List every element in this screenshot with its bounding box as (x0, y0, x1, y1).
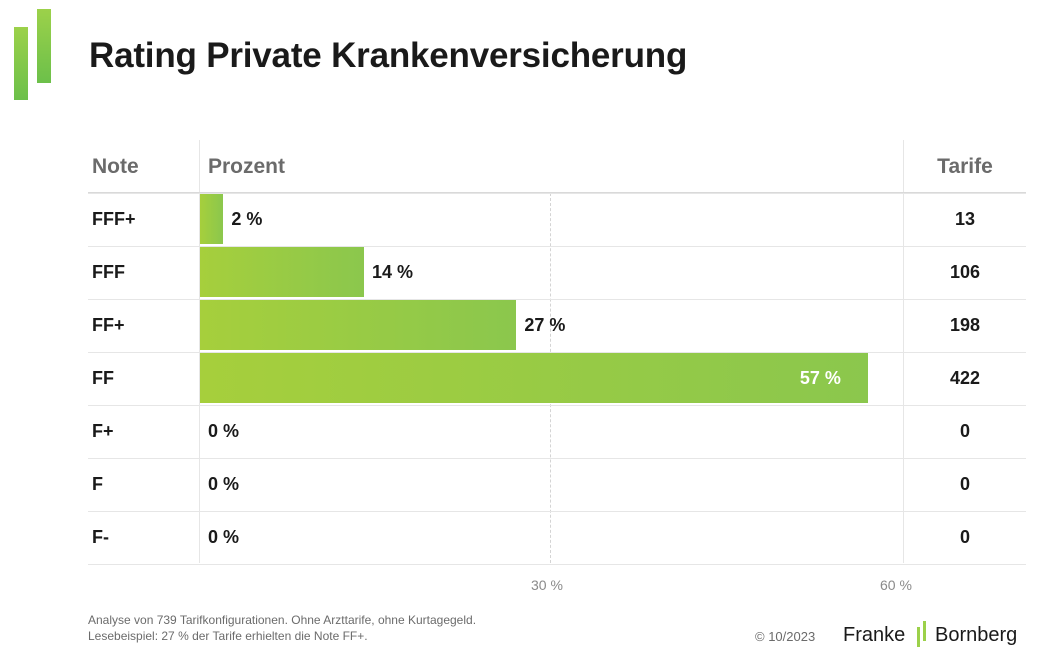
note-label: F (92, 473, 103, 494)
copyright: © 10/2023 (755, 629, 816, 644)
note-label: FF (92, 367, 114, 388)
tarife-count: 106 (949, 261, 981, 282)
note-label: FFF (92, 261, 125, 282)
brand-logo-bar-1 (917, 627, 920, 647)
row-separator (88, 564, 1026, 565)
brand-logo-bar-2 (923, 621, 926, 641)
header-tarife: Tarife (937, 155, 993, 178)
percent-label: 2 % (231, 208, 263, 229)
header-prozent: Prozent (208, 155, 286, 178)
tarife-count: 0 (959, 526, 970, 547)
logo-bar-right (37, 9, 51, 83)
chart-title: Rating Private Krankenversicherung (89, 36, 688, 75)
tarife-count: 198 (949, 314, 981, 335)
footnote-example: Lesebeispiel: 27 % der Tarife erhielten … (88, 629, 368, 643)
header-separator (88, 192, 1026, 193)
column-divider-left (199, 140, 200, 563)
percent-label: 57 % (799, 367, 841, 388)
tarife-count: 13 (954, 208, 976, 229)
tick-label-30: 30 % (531, 577, 563, 593)
bar-ff (200, 353, 868, 403)
note-label: F+ (92, 420, 114, 441)
percent-label: 0 % (208, 420, 240, 441)
tarife-count: 0 (959, 420, 970, 441)
bar-fff (200, 247, 365, 297)
tarife-count: 0 (959, 473, 970, 494)
tick-label-60: 60 % (880, 577, 912, 593)
percent-label: 14 % (372, 261, 414, 282)
note-label: FF+ (92, 314, 125, 335)
row-separator (88, 352, 1026, 353)
row-separator (88, 193, 1026, 194)
header-note: Note (92, 155, 139, 178)
brand-name-part2: Bornberg (935, 624, 1018, 646)
bar-ffplus (200, 300, 517, 350)
row-separator (88, 405, 1026, 406)
brand-name-part1: Franke (843, 624, 906, 646)
column-divider-right (903, 140, 904, 563)
note-label: FFF+ (92, 208, 136, 229)
row-separator (88, 299, 1026, 300)
percent-label: 27 % (524, 314, 566, 335)
bar-fffplus (200, 194, 224, 244)
logo-bar-left (14, 27, 28, 100)
percent-label: 0 % (208, 526, 240, 547)
row-separator (88, 246, 1026, 247)
footnote-analysis: Analyse von 739 Tarifkonfigurationen. Oh… (88, 613, 477, 627)
percent-label: 0 % (208, 473, 240, 494)
row-separator (88, 458, 1026, 459)
tarife-count: 422 (949, 367, 981, 388)
note-label: F- (92, 526, 109, 547)
row-separator (88, 511, 1026, 512)
